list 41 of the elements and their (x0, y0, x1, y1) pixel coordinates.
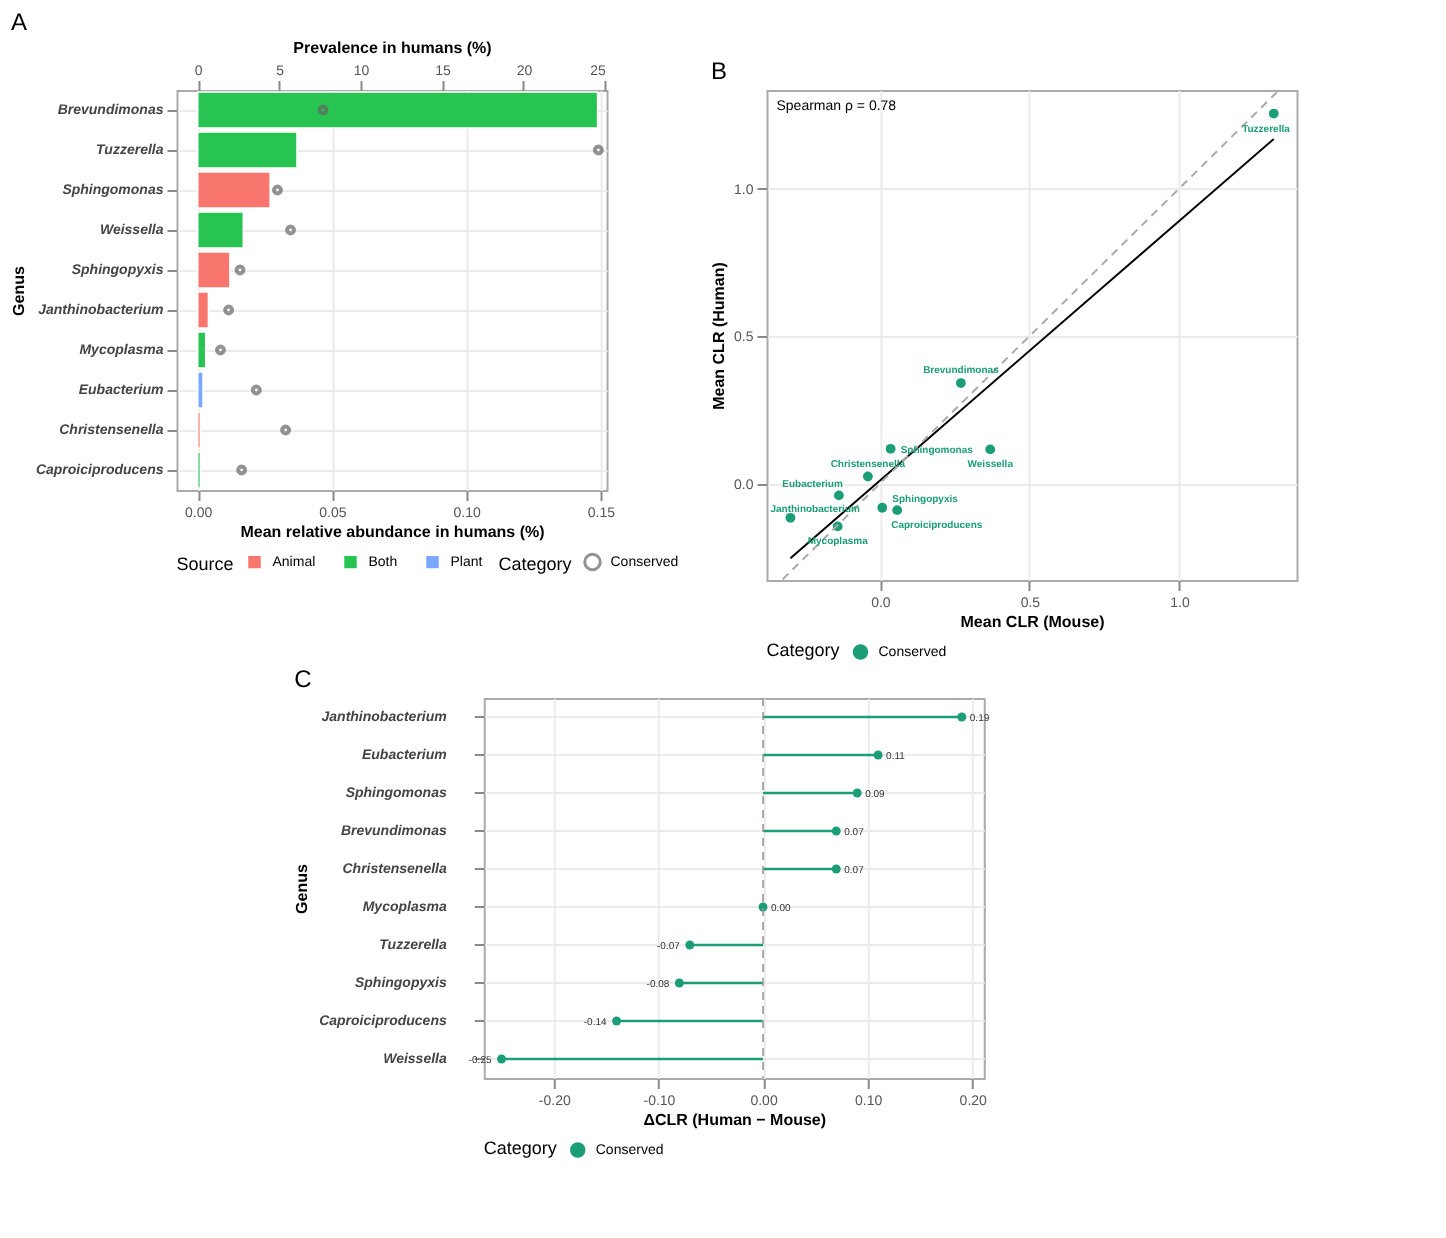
point (280, 424, 292, 436)
legend-title: Category (483, 1138, 558, 1158)
point (956, 378, 966, 388)
point (852, 788, 862, 798)
chart-title: B (711, 57, 728, 85)
point (497, 1054, 507, 1064)
y-axis-title: Genus (293, 863, 312, 914)
point (272, 184, 283, 196)
point (985, 444, 996, 455)
text: Category (498, 554, 572, 574)
point (317, 104, 329, 116)
point (685, 940, 695, 950)
point (885, 443, 896, 454)
x-axis-title: Mean CLR (Mouse) (960, 613, 1106, 631)
x2-axis-title: Prevalence in humans (%) (293, 39, 493, 57)
point (831, 826, 841, 836)
point (592, 144, 604, 156)
text: Source (176, 554, 234, 574)
point (863, 471, 873, 482)
legend-title: Category (766, 640, 841, 660)
chart-title: C (294, 665, 313, 694)
point (236, 464, 248, 476)
x-axis-title: Mean relative abundance in humans (%) (240, 523, 546, 541)
chart-title: A (10, 8, 27, 36)
y-axis-title: Genus (9, 265, 28, 316)
point (215, 344, 226, 356)
point (250, 384, 262, 396)
y-axis-title: Mean CLR (Human) (710, 261, 729, 410)
point (957, 712, 967, 722)
point (831, 864, 841, 874)
point (892, 505, 903, 516)
point (234, 264, 246, 276)
point (877, 502, 888, 513)
x-axis-title: ΔCLR (Human − Mouse) (643, 1111, 827, 1129)
point (612, 1016, 622, 1026)
point (674, 978, 684, 988)
point (873, 750, 883, 760)
point (833, 490, 844, 501)
point (285, 224, 296, 236)
point (223, 304, 235, 316)
point (1268, 108, 1279, 119)
